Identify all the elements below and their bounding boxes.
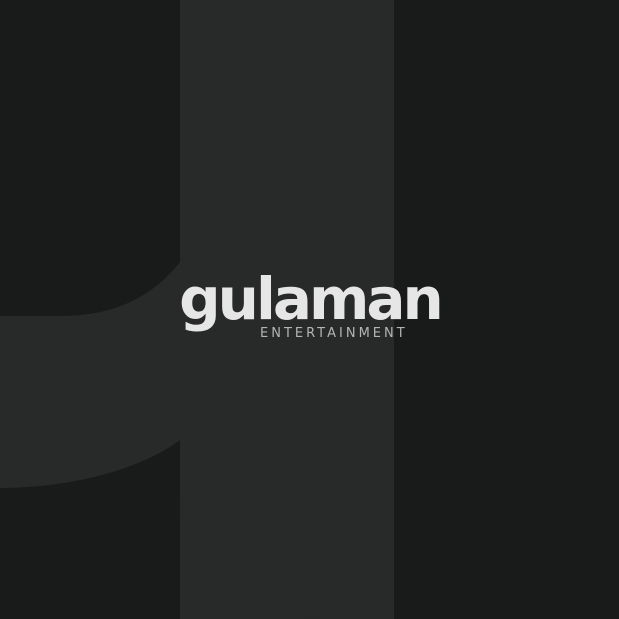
brand-tagline: ENTERTAINMENT	[260, 326, 408, 341]
g-stem-shape	[180, 0, 394, 619]
brand-wordmark: gulaman	[179, 265, 444, 333]
g-counter-shape	[0, 262, 180, 488]
g-bowl-shape	[0, 20, 180, 316]
brand-logo: gulaman ENTERTAINMENT	[164, 266, 456, 346]
g-descender-shape	[180, 490, 394, 619]
